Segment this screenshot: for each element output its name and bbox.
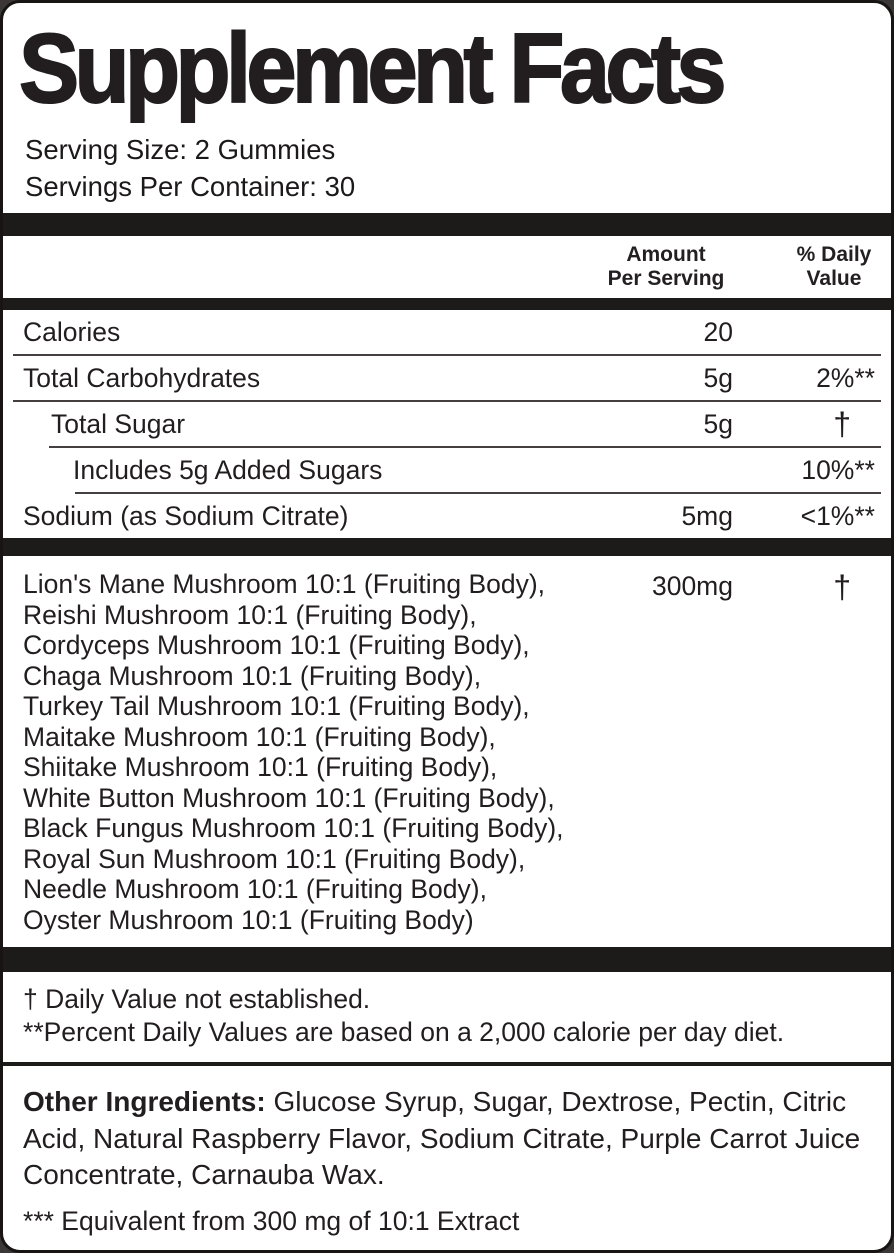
blend-line: Shiitake Mushroom 10:1 (Fruiting Body), xyxy=(23,752,498,782)
nutrient-name: Total Sugar xyxy=(51,408,186,439)
blend-line: Needle Mushroom 10:1 (Fruiting Body), xyxy=(23,874,487,904)
blend-line: Oyster Mushroom 10:1 (Fruiting Body) xyxy=(23,904,474,935)
row-separator xyxy=(13,354,881,356)
bottom-section-divider xyxy=(3,1062,891,1066)
other-ingredients-paragraph: Other Ingredients: Glucose Syrup, Sugar,… xyxy=(23,1084,871,1194)
table-row-total-sugar: Total Sugar 5g † xyxy=(3,402,891,446)
blend-line: Royal Sun Mushroom 10:1 (Fruiting Body), xyxy=(23,843,526,874)
servings-per-container: Servings Per Container: 30 xyxy=(25,171,356,202)
nutrient-amount: 20 xyxy=(703,316,733,347)
nutrient-daily-value: 10%** xyxy=(801,454,875,485)
serving-info: Serving Size: 2 Gummies Servings Per Con… xyxy=(25,131,891,205)
section-bar-middle xyxy=(3,538,891,556)
column-header-row: Amount Per Serving % Daily Value xyxy=(3,236,891,298)
row-separator xyxy=(49,446,881,448)
blend-line: Lion's Mane Mushroom 10:1 (Fruiting Body… xyxy=(23,569,546,599)
section-bar-bottom xyxy=(3,947,891,972)
blend-line: Turkey Tail Mushroom 10:1 (Fruiting Body… xyxy=(23,691,530,721)
serving-size: Serving Size: 2 Gummies xyxy=(25,134,336,165)
mushroom-blend-row: Lion's Mane Mushroom 10:1 (Fruiting Body… xyxy=(3,556,891,935)
nutrient-name: Includes 5g Added Sugars xyxy=(73,454,383,485)
blend-daily-value-dagger: † xyxy=(833,569,851,605)
equivalent-note: *** Equivalent from 300 mg of 10:1 Extra… xyxy=(23,1205,520,1236)
section-bar-header xyxy=(3,298,891,310)
nutrient-name: Calories xyxy=(23,316,121,347)
nutrient-amount: 5g xyxy=(703,408,733,439)
blend-line: Chaga Mushroom 10:1 (Fruiting Body), xyxy=(23,660,482,691)
page-title: Supplement Facts xyxy=(18,13,727,123)
nutrient-name: Total Carbohydrates xyxy=(23,362,261,393)
blend-line: White Button Mushroom 10:1 (Fruiting Bod… xyxy=(23,782,555,813)
blend-amount: 300mg xyxy=(651,571,733,601)
other-ingredients-label: Other Ingredients: xyxy=(23,1086,266,1117)
column-header-amount: Amount Per Serving xyxy=(607,243,725,290)
blend-line: Maitake Mushroom 10:1 (Fruiting Body), xyxy=(23,721,496,752)
blend-line: Cordyceps Mushroom 10:1 (Fruiting Body), xyxy=(23,630,530,660)
other-ingredients-section: Other Ingredients: Glucose Syrup, Sugar,… xyxy=(3,1066,891,1237)
row-separator xyxy=(13,400,881,402)
table-row-added-sugars: Includes 5g Added Sugars 10%** xyxy=(3,448,891,492)
nutrient-name: Sodium (as Sodium Citrate) xyxy=(23,500,349,531)
table-row-sodium: Sodium (as Sodium Citrate) 5mg <1%** xyxy=(3,494,891,538)
column-header-daily-value: % Daily Value xyxy=(796,243,872,290)
section-bar-top xyxy=(3,213,891,236)
nutrient-daily-value: 2%** xyxy=(816,362,875,393)
mushroom-blend-ingredients: Lion's Mane Mushroom 10:1 (Fruiting Body… xyxy=(23,569,573,935)
nutrient-amount: 5g xyxy=(703,362,733,393)
nutrient-daily-value: <1%** xyxy=(800,500,875,531)
nutrient-daily-value-dagger: † xyxy=(833,405,851,442)
nutrient-amount: 5mg xyxy=(681,500,733,531)
footnote-percent: **Percent Daily Values are based on a 2,… xyxy=(23,1017,785,1047)
row-separator xyxy=(75,492,881,494)
footnote-dagger: † Daily Value not established. xyxy=(23,984,371,1014)
footnotes: † Daily Value not established. **Percent… xyxy=(3,972,891,1049)
blend-line: Black Fungus Mushroom 10:1 (Fruiting Bod… xyxy=(23,813,564,843)
table-row-total-carbohydrates: Total Carbohydrates 5g 2%** xyxy=(3,356,891,400)
other-ingredients-text: Glucose Syrup, Sugar, Dextrose, Pectin, … xyxy=(23,1086,861,1190)
table-row-calories: Calories 20 xyxy=(3,310,891,354)
blend-line: Reishi Mushroom 10:1 (Fruiting Body), xyxy=(23,599,477,630)
